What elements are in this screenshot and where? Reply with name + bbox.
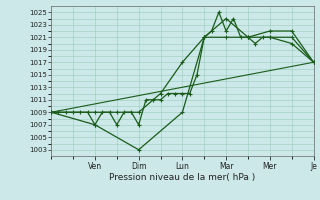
- X-axis label: Pression niveau de la mer( hPa ): Pression niveau de la mer( hPa ): [109, 173, 256, 182]
